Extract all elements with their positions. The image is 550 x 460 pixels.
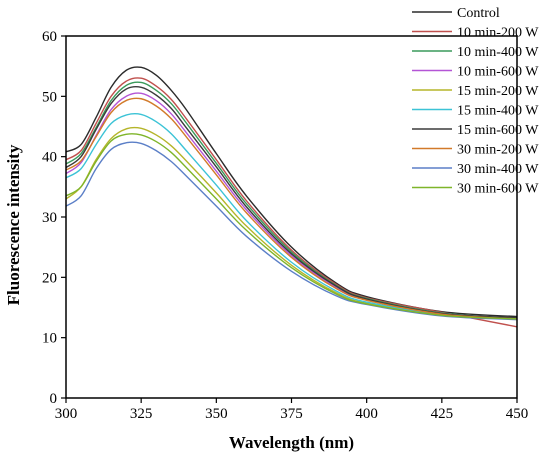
x-tick-label: 400 <box>355 406 378 422</box>
legend-label-2: 10 min-200 W <box>457 26 539 41</box>
legend-label-3: 10 min-400 W <box>457 45 539 60</box>
y-axis-title: Fluorescence intensity <box>4 144 23 305</box>
series-line-9 <box>65 141 518 321</box>
legend-label-1: Control <box>457 6 500 21</box>
series-line-1 <box>65 66 518 318</box>
legend-label-4: 10 min-600 W <box>457 65 539 80</box>
series-line-8 <box>65 97 518 320</box>
y-tick-label: 10 <box>42 331 57 347</box>
y-tick-label: 0 <box>50 391 58 407</box>
y-axis: 0 10 20 30 40 50 60 <box>42 29 66 407</box>
legend-label-7: 15 min-600 W <box>457 123 539 138</box>
y-tick-label: 50 <box>42 89 57 105</box>
x-tick-label: 325 <box>130 406 153 422</box>
series-line-3 <box>65 81 518 320</box>
x-tick-label: 450 <box>506 406 529 422</box>
x-axis-title: Wavelength (nm) <box>229 433 354 452</box>
series-line-6 <box>65 113 518 320</box>
legend-label-6: 15 min-400 W <box>457 104 539 119</box>
legend-label-8: 30 min-200 W <box>457 143 539 158</box>
legend-label-5: 15 min-200 W <box>457 84 539 99</box>
x-tick-label: 425 <box>431 406 454 422</box>
y-tick-label: 40 <box>42 150 57 166</box>
y-tick-label: 30 <box>42 210 57 226</box>
series-line-2 <box>65 77 518 328</box>
legend-label-9: 30 min-400 W <box>457 162 539 177</box>
x-tick-label: 375 <box>280 406 303 422</box>
series-group <box>65 66 518 328</box>
legend-label-10: 30 min-600 W <box>457 182 539 197</box>
x-tick-label: 350 <box>205 406 228 422</box>
series-line-4 <box>65 92 518 320</box>
y-tick-label: 60 <box>42 29 57 45</box>
x-tick-label: 300 <box>55 406 78 422</box>
legend: Control 10 min-200 W 10 min-400 W 10 min-60… <box>412 6 539 197</box>
series-line-10 <box>65 133 518 320</box>
x-axis: 300 325 350 375 400 425 450 <box>55 398 529 422</box>
series-line-7 <box>65 85 518 319</box>
y-tick-label: 20 <box>42 270 57 286</box>
series-line-5 <box>65 126 518 321</box>
